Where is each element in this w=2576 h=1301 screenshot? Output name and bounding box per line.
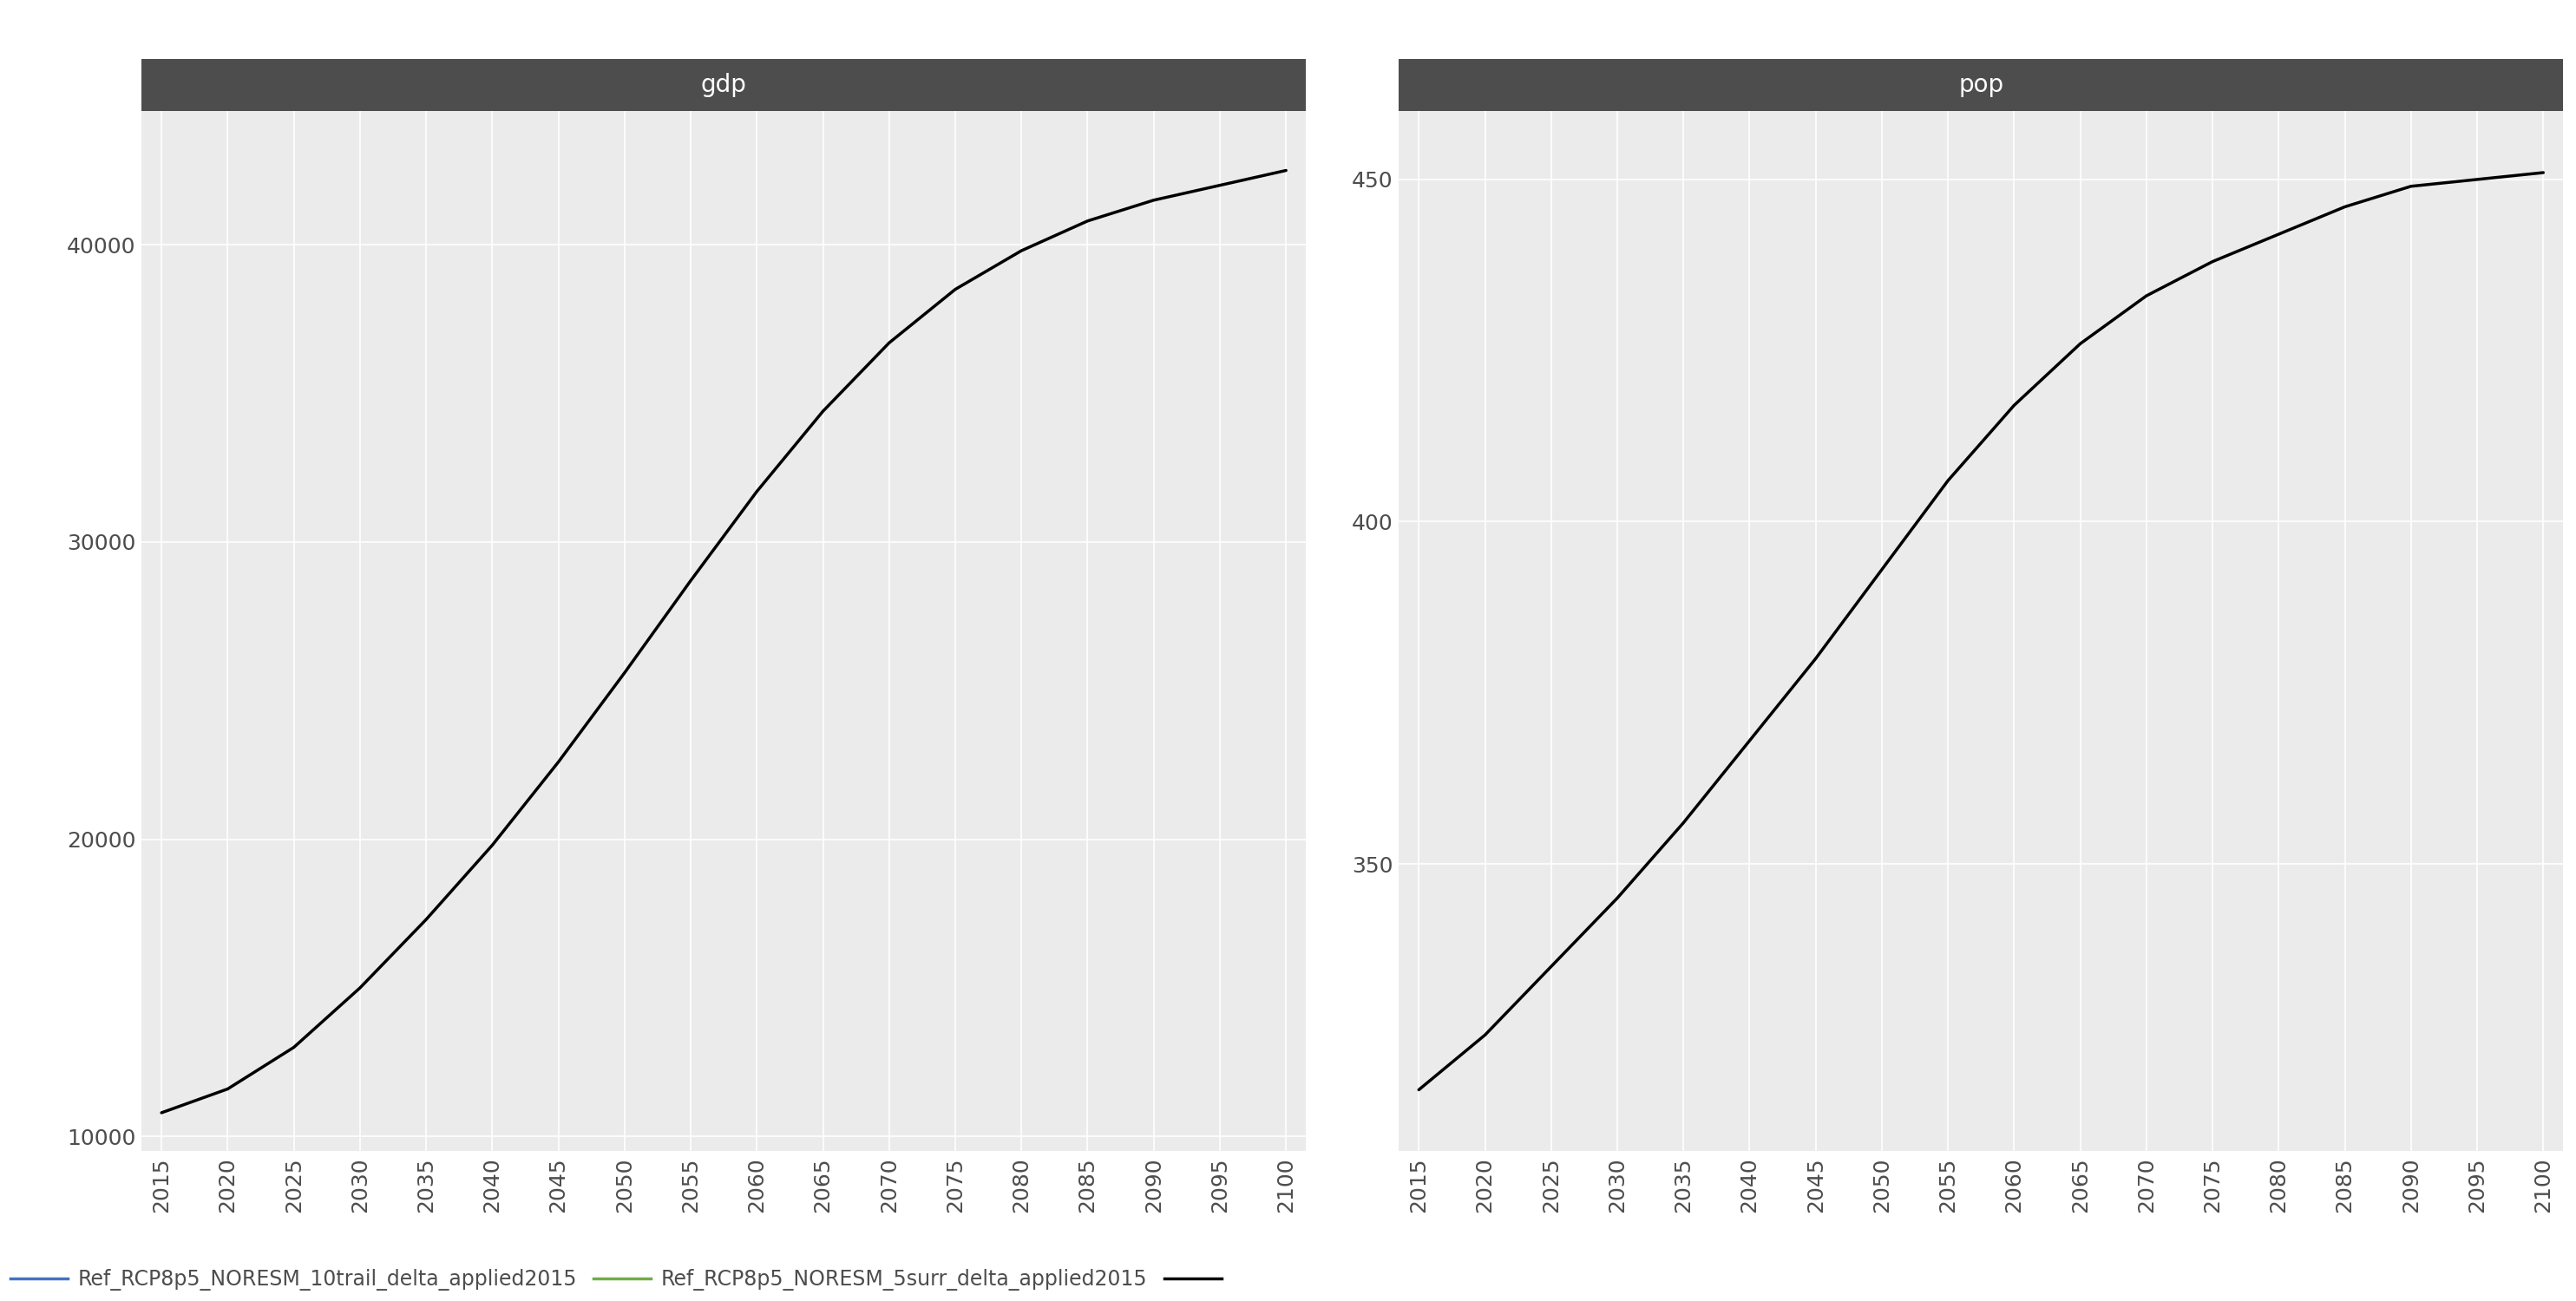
Text: pop: pop xyxy=(1958,73,2004,96)
Text: gdp: gdp xyxy=(701,73,747,96)
Legend: Ref_RCP8p5_NORESM_10trail_delta_applied2015, Ref_RCP8p5_NORESM_5surr_delta_appli: Ref_RCP8p5_NORESM_10trail_delta_applied2… xyxy=(10,1268,1231,1291)
